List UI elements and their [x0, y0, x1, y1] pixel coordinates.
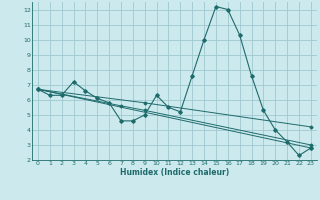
X-axis label: Humidex (Indice chaleur): Humidex (Indice chaleur)	[120, 168, 229, 177]
